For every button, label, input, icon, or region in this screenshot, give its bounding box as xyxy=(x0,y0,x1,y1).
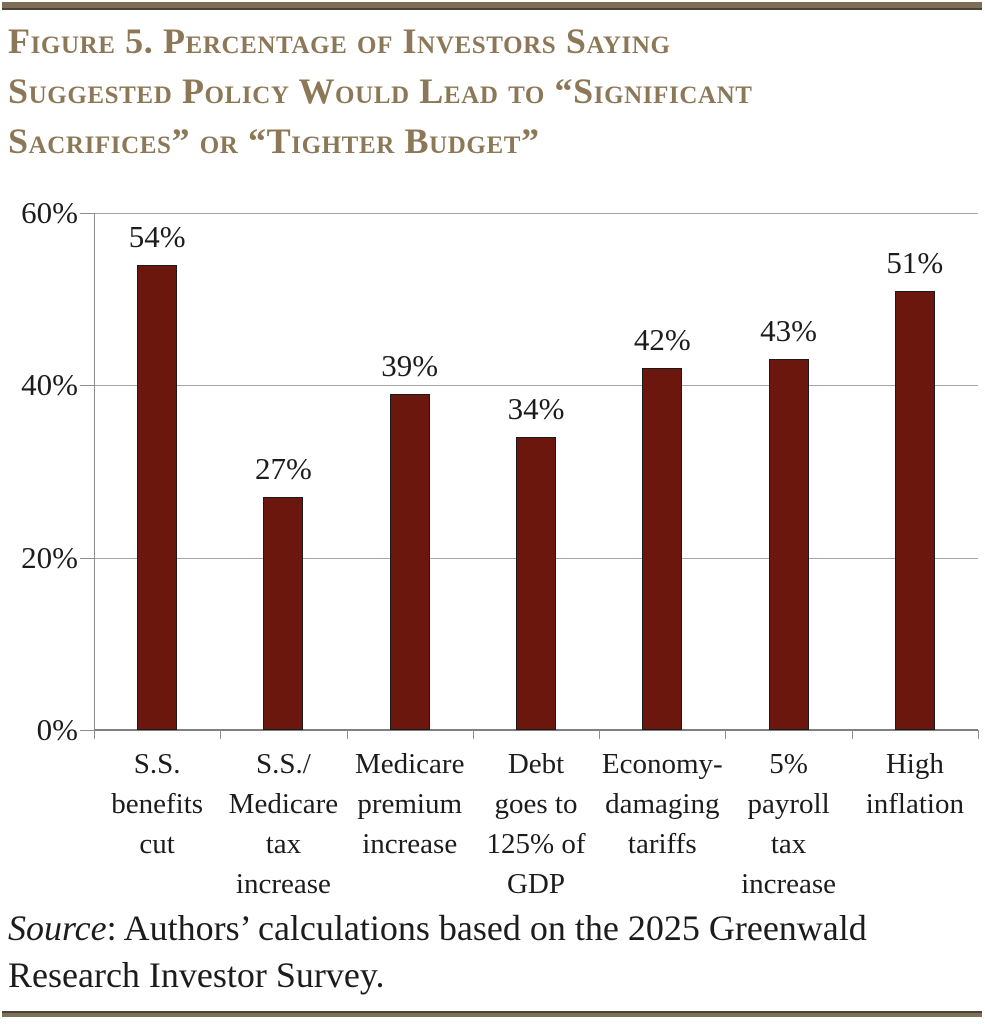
gridline xyxy=(94,385,978,387)
y-axis-tick xyxy=(80,557,94,559)
x-axis-tick xyxy=(220,730,222,739)
figure-title: Figure 5. Percentage of Investors Saying… xyxy=(8,21,753,161)
y-axis-tick-label: 40% xyxy=(21,367,78,403)
category-label: Debt goes to 125% of GDP xyxy=(486,748,586,900)
category-label: High inflation xyxy=(865,748,964,820)
y-axis-tick xyxy=(80,213,94,214)
bar-value-label: 27% xyxy=(255,451,312,487)
source-text: : Authors’ calculations based on the 202… xyxy=(8,908,867,995)
y-axis-tick xyxy=(80,385,94,387)
x-axis-tick xyxy=(472,730,474,739)
x-axis-tick xyxy=(851,730,853,739)
bar xyxy=(516,437,556,730)
x-axis-tick xyxy=(725,730,727,739)
bar xyxy=(137,264,178,730)
category-label: Economy- damaging tariffs xyxy=(601,748,723,860)
y-axis-line xyxy=(94,213,95,730)
bar-value-label: 43% xyxy=(760,313,817,349)
y-axis-tick-label: 60% xyxy=(21,195,78,230)
bar-value-label: 54% xyxy=(128,218,186,254)
source-label: Source xyxy=(8,908,107,948)
gridline xyxy=(94,213,978,214)
bar xyxy=(768,359,809,730)
y-axis-tick xyxy=(80,730,94,731)
source-note: Source: Authors’ calculations based on t… xyxy=(8,905,960,999)
category-label: Medicare premium increase xyxy=(354,748,465,860)
y-axis-tick-label: 20% xyxy=(21,539,78,575)
bar-value-label: 51% xyxy=(886,244,944,280)
category-label: S.S./ Medicare tax increase xyxy=(228,748,339,900)
x-axis-line xyxy=(94,729,978,731)
bar-value-label: 42% xyxy=(633,322,691,358)
y-axis-tick-label: 0% xyxy=(36,712,78,747)
top-rule xyxy=(2,2,982,10)
bar-value-label: 34% xyxy=(507,391,565,427)
bar xyxy=(642,368,683,730)
x-axis-tick xyxy=(346,730,348,739)
x-axis-tick xyxy=(599,730,601,739)
category-label: 5% payroll tax increase xyxy=(741,748,837,900)
bar xyxy=(389,393,430,730)
bar xyxy=(263,497,304,730)
bottom-rule xyxy=(2,1011,982,1017)
x-axis-tick xyxy=(94,730,95,739)
category-label: S.S. benefits cut xyxy=(111,748,204,860)
bar xyxy=(894,290,935,730)
bar-value-label: 39% xyxy=(381,347,439,383)
x-axis-tick xyxy=(978,730,979,739)
